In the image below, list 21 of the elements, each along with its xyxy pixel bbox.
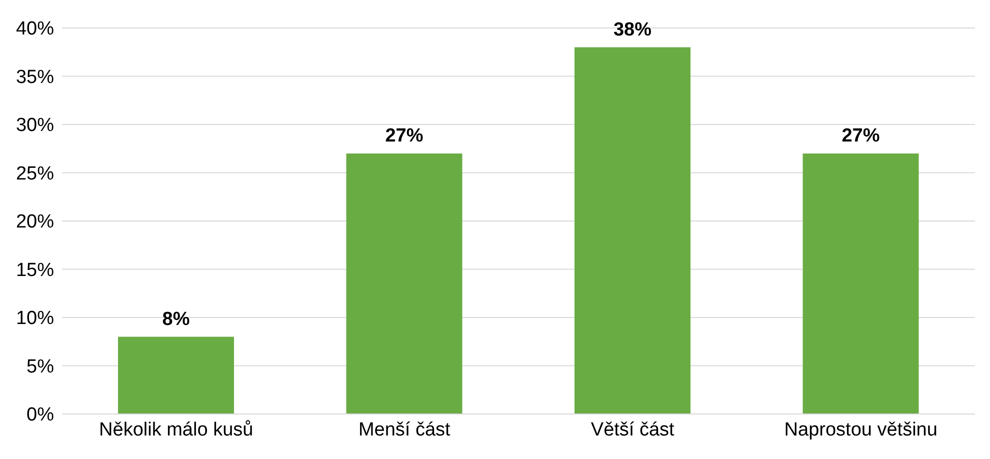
bar [574,47,690,414]
x-tick-label: Větší část [590,419,676,440]
y-tick-label: 25% [16,163,54,184]
bar [118,336,234,414]
bar [346,153,462,414]
data-label: 27% [842,125,880,146]
data-label: 38% [613,19,652,40]
data-label: 8% [162,308,190,330]
y-tick-label: 10% [16,308,54,330]
y-tick-label: 5% [26,356,54,378]
x-tick-label: Menší část [358,419,452,440]
y-tick-label: 30% [16,115,54,136]
data-label: 27% [385,125,424,146]
x-tick-label: Naprostou většinu [784,419,938,440]
y-tick-label: 35% [16,66,54,88]
y-tick-label: 20% [16,212,54,233]
y-tick-label: 0% [26,404,54,426]
y-tick-label: 15% [16,260,54,281]
bar [802,153,919,414]
x-tick-label: Několik málo kusů [99,419,254,440]
y-tick-label: 40% [16,18,54,40]
